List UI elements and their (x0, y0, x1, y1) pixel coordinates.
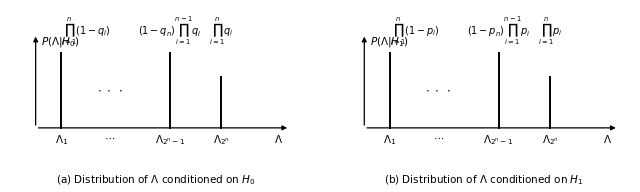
Text: $(1-p_n)\prod_{i=1}^{n-1}p_i$: $(1-p_n)\prod_{i=1}^{n-1}p_i$ (467, 14, 531, 47)
Text: $P(\Lambda|H_1)$: $P(\Lambda|H_1)$ (370, 35, 409, 49)
Text: $\cdots$: $\cdots$ (104, 133, 116, 143)
Text: $\prod_{i=1}^{n}p_i$: $\prod_{i=1}^{n}p_i$ (538, 16, 563, 47)
Text: (a) Distribution of $\Lambda$ conditioned on $H_0$: (a) Distribution of $\Lambda$ conditione… (56, 174, 255, 187)
Text: $\prod_{i=1}^{n}q_i$: $\prod_{i=1}^{n}q_i$ (209, 16, 234, 47)
Text: $\Lambda_1$: $\Lambda_1$ (55, 133, 68, 147)
Text: $\cdots$: $\cdots$ (433, 133, 444, 143)
Text: $\prod_{i=1}^{n}(1-p_i)$: $\prod_{i=1}^{n}(1-p_i)$ (390, 16, 440, 47)
Text: $P(\Lambda|H_0)$: $P(\Lambda|H_0)$ (42, 35, 80, 49)
Text: $\cdot\ \cdot\ \cdot$: $\cdot\ \cdot\ \cdot$ (426, 84, 452, 97)
Text: $\Lambda$: $\Lambda$ (603, 133, 612, 145)
Text: $\prod_{i=1}^{n}(1-q_i)$: $\prod_{i=1}^{n}(1-q_i)$ (61, 16, 111, 47)
Text: (b) Distribution of $\Lambda$ conditioned on $H_1$: (b) Distribution of $\Lambda$ conditione… (385, 174, 584, 187)
Text: $\Lambda_1$: $\Lambda_1$ (383, 133, 397, 147)
Text: $\Lambda$: $\Lambda$ (274, 133, 283, 145)
Text: $\Lambda_{2^n}$: $\Lambda_{2^n}$ (213, 133, 230, 147)
Text: $(1-q_n)\prod_{i=1}^{n-1}q_i$: $(1-q_n)\prod_{i=1}^{n-1}q_i$ (138, 14, 202, 47)
Text: $\Lambda_{2^n}$: $\Lambda_{2^n}$ (541, 133, 559, 147)
Text: $\Lambda_{2^n-1}$: $\Lambda_{2^n-1}$ (155, 133, 185, 147)
Text: $\Lambda_{2^n-1}$: $\Lambda_{2^n-1}$ (483, 133, 514, 147)
Text: $\cdot\ \cdot\ \cdot$: $\cdot\ \cdot\ \cdot$ (97, 84, 123, 97)
